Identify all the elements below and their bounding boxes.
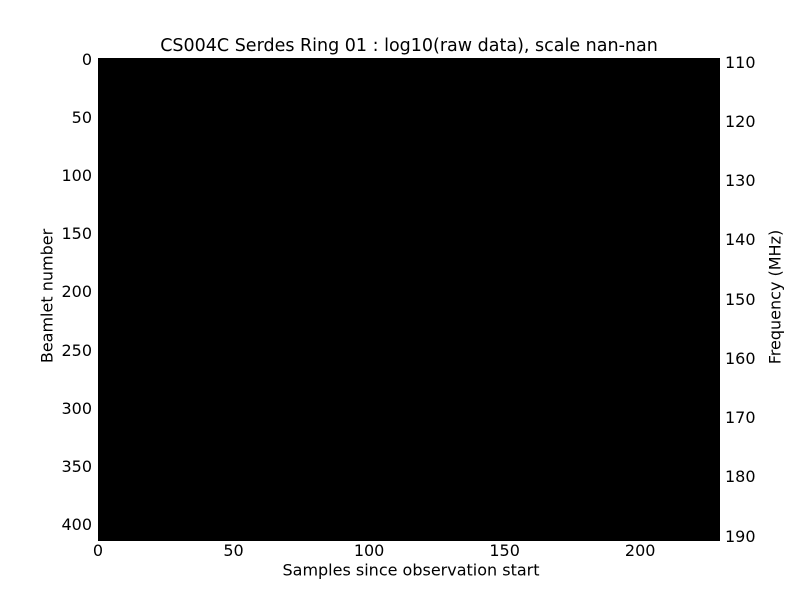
y-axis-label-right: Frequency (MHz) bbox=[765, 229, 785, 365]
tick-label: 140 bbox=[725, 230, 756, 250]
tick-label: 200 bbox=[61, 282, 92, 302]
tick-label: 300 bbox=[61, 398, 92, 418]
tick-label: 130 bbox=[725, 171, 756, 191]
tick-label: 170 bbox=[725, 408, 756, 428]
tick-label: 160 bbox=[725, 348, 756, 368]
tick-label: 100 bbox=[61, 166, 92, 186]
y-axis-label-left: Beamlet number bbox=[37, 228, 57, 364]
tick-label: 50 bbox=[223, 541, 244, 560]
tick-label: 150 bbox=[489, 541, 520, 560]
tick-label: 120 bbox=[725, 111, 756, 131]
tick-label: 350 bbox=[61, 456, 92, 476]
tick-label: 0 bbox=[92, 541, 104, 560]
tick-label: 150 bbox=[61, 224, 92, 244]
tick-label: 200 bbox=[624, 541, 656, 560]
tick-label: 180 bbox=[725, 467, 756, 487]
tick-label: 150 bbox=[725, 289, 756, 309]
x-axis-label: Samples since observation start bbox=[282, 560, 540, 580]
tick-label: 110 bbox=[725, 52, 756, 72]
tick-label: 250 bbox=[61, 340, 92, 360]
tick-label: 400 bbox=[61, 514, 92, 534]
tick-label: 100 bbox=[353, 541, 385, 560]
chart-title: CS004C Serdes Ring 01 : log10(raw data),… bbox=[160, 36, 658, 56]
heatmap-plot-area bbox=[98, 58, 720, 541]
tick-label: 50 bbox=[71, 108, 92, 128]
tick-label: 190 bbox=[725, 526, 756, 546]
tick-label: 0 bbox=[81, 50, 92, 69]
